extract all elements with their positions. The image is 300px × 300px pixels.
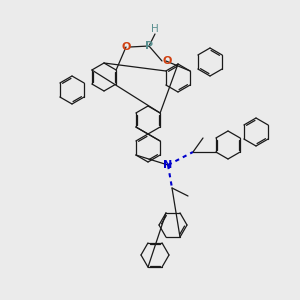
Text: P: P [145,41,153,51]
Text: O: O [121,42,131,52]
Text: O: O [162,56,172,66]
Text: H: H [151,24,159,34]
Text: N: N [164,160,172,170]
